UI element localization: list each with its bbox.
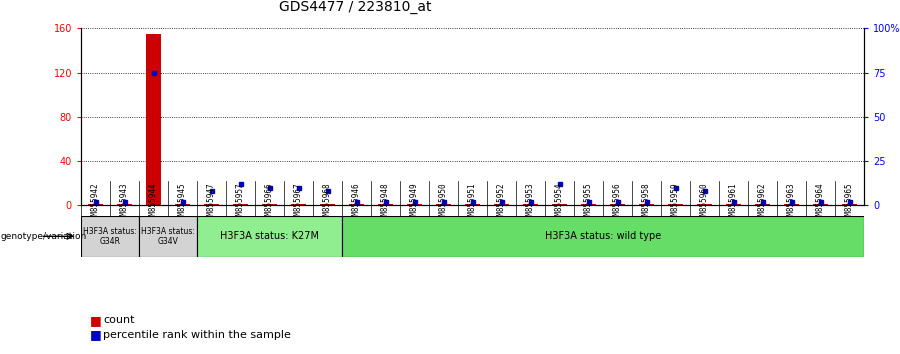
Bar: [814, 204, 828, 205]
Text: percentile rank within the sample: percentile rank within the sample: [104, 330, 292, 339]
Text: GSM855954: GSM855954: [555, 182, 564, 224]
Bar: [610, 204, 625, 205]
Text: GSM855955: GSM855955: [584, 182, 593, 224]
Bar: [436, 204, 451, 205]
Text: GSM855959: GSM855959: [671, 182, 680, 224]
Bar: [292, 204, 306, 205]
Text: H3F3A status: wild type: H3F3A status: wild type: [544, 231, 662, 241]
Text: GSM855958: GSM855958: [642, 182, 651, 224]
Bar: [755, 204, 770, 205]
Bar: [204, 204, 219, 205]
Bar: [639, 204, 653, 205]
Bar: [197, 216, 342, 257]
Bar: [176, 204, 190, 205]
Text: GSM855966: GSM855966: [265, 182, 274, 224]
Text: count: count: [104, 315, 135, 325]
Text: H3F3A status:
G34R: H3F3A status: G34R: [83, 227, 137, 246]
Bar: [88, 204, 103, 205]
Bar: [523, 204, 538, 205]
Text: H3F3A status:
G34V: H3F3A status: G34V: [141, 227, 195, 246]
Bar: [349, 204, 364, 205]
Text: GSM855967: GSM855967: [294, 182, 303, 224]
Bar: [553, 204, 567, 205]
Text: GSM855946: GSM855946: [352, 182, 361, 224]
Text: GSM855968: GSM855968: [323, 182, 332, 224]
Text: GSM855943: GSM855943: [120, 182, 129, 224]
Text: GSM855952: GSM855952: [497, 182, 506, 224]
Text: GSM855951: GSM855951: [468, 182, 477, 224]
Text: GSM855944: GSM855944: [149, 182, 158, 224]
Bar: [784, 204, 799, 205]
Text: GSM855949: GSM855949: [410, 182, 419, 224]
Text: GSM855957: GSM855957: [236, 182, 245, 224]
Bar: [668, 204, 683, 205]
Text: GSM855953: GSM855953: [526, 182, 535, 224]
Bar: [407, 204, 422, 205]
Text: GSM855961: GSM855961: [729, 182, 738, 224]
Bar: [726, 204, 741, 205]
Bar: [698, 204, 712, 205]
Text: GSM855963: GSM855963: [787, 182, 796, 224]
Text: GSM855960: GSM855960: [700, 182, 709, 224]
Text: ■: ■: [90, 328, 102, 341]
Bar: [146, 34, 161, 205]
Bar: [581, 204, 596, 205]
Text: GSM855942: GSM855942: [91, 182, 100, 224]
Bar: [842, 204, 857, 205]
Text: GSM855950: GSM855950: [439, 182, 448, 224]
Text: GSM855962: GSM855962: [758, 182, 767, 224]
Text: GSM855965: GSM855965: [845, 182, 854, 224]
Text: genotype/variation: genotype/variation: [1, 232, 87, 241]
Text: GDS4477 / 223810_at: GDS4477 / 223810_at: [279, 0, 431, 14]
Text: GSM855945: GSM855945: [178, 182, 187, 224]
Bar: [81, 216, 139, 257]
Text: GSM855956: GSM855956: [613, 182, 622, 224]
Bar: [378, 204, 392, 205]
Text: H3F3A status: K27M: H3F3A status: K27M: [220, 231, 319, 241]
Text: GSM855948: GSM855948: [381, 182, 390, 224]
Bar: [233, 204, 248, 205]
Bar: [139, 216, 197, 257]
Text: GSM855947: GSM855947: [207, 182, 216, 224]
Bar: [465, 204, 480, 205]
Bar: [262, 204, 277, 205]
Bar: [320, 204, 335, 205]
Text: GSM855964: GSM855964: [816, 182, 825, 224]
Text: ■: ■: [90, 314, 102, 327]
Bar: [342, 216, 864, 257]
Bar: [117, 204, 131, 205]
Bar: [494, 204, 508, 205]
